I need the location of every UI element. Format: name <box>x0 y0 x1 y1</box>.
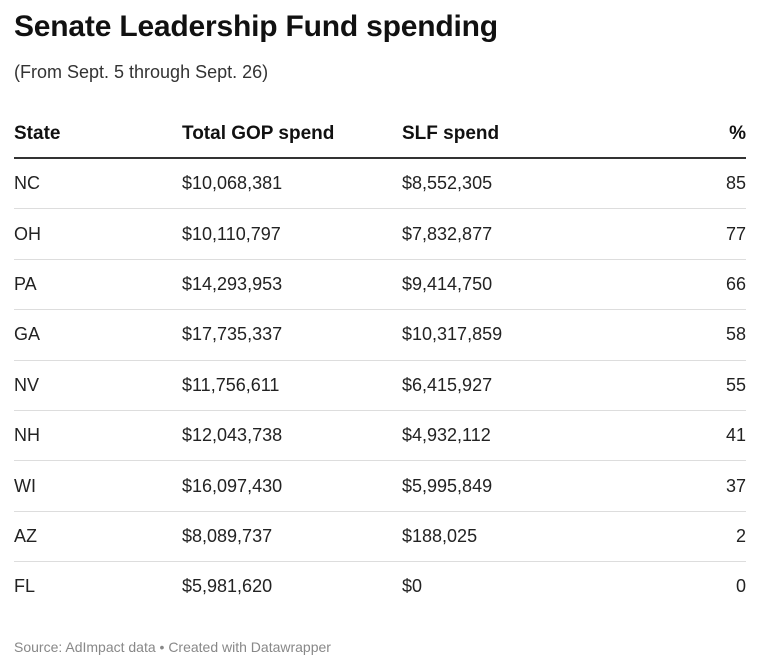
total-gop-spend-cell: $17,735,337 <box>182 309 402 361</box>
column-header-percent: % <box>652 111 746 159</box>
slf-spend-cell: $0 <box>402 576 423 597</box>
slf-spend-cell: $7,832,877 <box>402 208 652 260</box>
percent-cell: 58 <box>652 309 746 361</box>
table-header-row: State Total GOP spend SLF spend % <box>14 111 746 159</box>
slf-spend-cell: $8,552,305 <box>402 158 652 210</box>
table-row: GA $17,735,337 $10,317,859 58 <box>14 309 746 361</box>
table-body: NC $10,068,381 $8,552,305 85 OH $10,110,797 $7… <box>14 158 746 612</box>
percent-cell: 85 <box>652 158 746 210</box>
column-header-slf-spend: SLF spend <box>402 111 652 159</box>
total-gop-spend-cell: $14,293,953 <box>182 259 402 311</box>
total-gop-spend-cell: $10,110,797 <box>182 208 402 260</box>
state-cell: PA <box>14 259 182 311</box>
percent-cell: 37 <box>652 460 746 512</box>
table-row: AZ $8,089,737 $188,025 2 <box>14 511 746 563</box>
table-row: NH $12,043,738 $4,932,112 41 <box>14 410 746 462</box>
table-row: OH $10,110,797 $7,832,877 77 <box>14 208 746 260</box>
slf-spend-cell: $6,415,927 <box>402 360 652 411</box>
state-cell: FL <box>14 576 36 597</box>
chart-title: Senate Leadership Fund spending <box>14 10 498 43</box>
percent-cell: 55 <box>652 360 746 411</box>
total-gop-spend-cell: $12,043,738 <box>182 410 402 462</box>
state-cell: GA <box>14 309 182 361</box>
state-cell: OH <box>14 208 182 260</box>
percent-cell: 41 <box>652 410 746 462</box>
state-cell: NV <box>14 360 182 411</box>
table-row: WI $16,097,430 $5,995,849 37 <box>14 460 746 512</box>
slf-spend-cell: $10,317,859 <box>402 309 652 361</box>
state-cell: NH <box>14 410 182 462</box>
percent-cell: 2 <box>652 511 746 563</box>
slf-spend-cell: $9,414,750 <box>402 259 652 311</box>
slf-spend-cell: $5,995,849 <box>402 460 652 512</box>
column-header-total-gop-spend: Total GOP spend <box>182 111 402 159</box>
chart-subtitle: (From Sept. 5 through Sept. 26) <box>14 62 269 82</box>
column-header-state: State <box>14 111 182 159</box>
state-cell: NC <box>14 158 182 210</box>
percent-cell: 66 <box>652 259 746 311</box>
total-gop-spend-cell: $11,756,611 <box>182 360 402 411</box>
state-cell: WI <box>14 460 182 512</box>
data-table: State Total GOP spend SLF spend % NC $10,… <box>14 111 746 612</box>
percent-cell: 0 <box>735 576 746 597</box>
percent-cell: 77 <box>652 208 746 260</box>
total-gop-spend-cell: $16,097,430 <box>182 460 402 512</box>
table-row: PA $14,293,953 $9,414,750 66 <box>14 259 746 311</box>
slf-spend-cell: $188,025 <box>402 511 652 563</box>
table-row: NC $10,068,381 $8,552,305 85 <box>14 158 746 210</box>
total-gop-spend-cell: $10,068,381 <box>182 158 402 210</box>
table-row: NV $11,756,611 $6,415,927 55 <box>14 360 746 411</box>
source-note: Source: AdImpact data • Created with Dat… <box>14 639 331 655</box>
state-cell: AZ <box>14 511 182 563</box>
total-gop-spend-cell: $5,981,620 <box>182 576 273 597</box>
total-gop-spend-cell: $8,089,737 <box>182 511 402 563</box>
slf-spend-cell: $4,932,112 <box>402 410 652 462</box>
table-row: FL $5,981,620 $0 0 <box>14 562 746 612</box>
